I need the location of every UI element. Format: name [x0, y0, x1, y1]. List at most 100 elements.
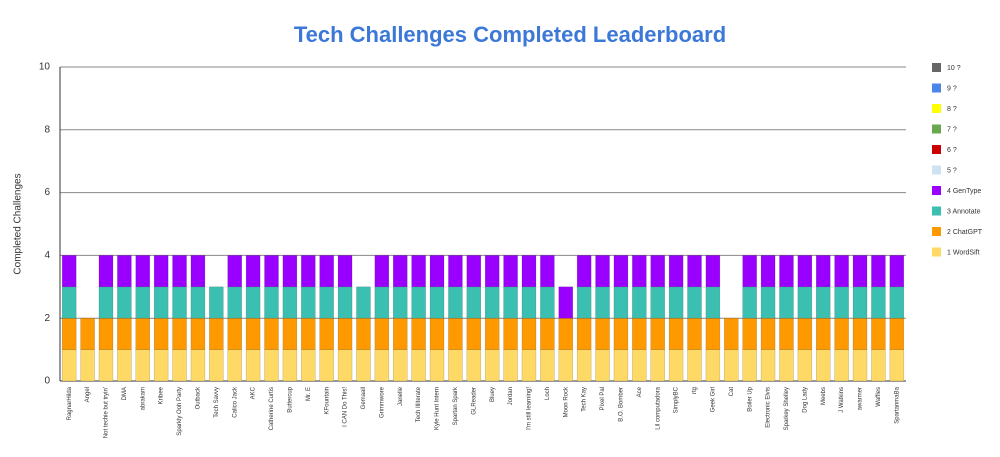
bar-segment [190, 286, 206, 319]
bar-segment [466, 349, 482, 382]
bar-segment [540, 317, 555, 350]
bar-segment [264, 317, 279, 350]
bar-segment [521, 286, 537, 319]
x-tick-label: Lil computadora [655, 386, 661, 429]
bar-segment [245, 317, 261, 350]
legend-swatch [932, 206, 941, 216]
bar-segment [172, 317, 187, 350]
x-tick-label: Spartan Spark [453, 386, 459, 425]
bar-segment [797, 349, 813, 382]
bar-segment [374, 286, 390, 319]
legend-swatch [932, 124, 941, 134]
bar-segment [245, 349, 261, 382]
chart-title: Tech Challenges Completed Leaderboard [294, 22, 726, 47]
bar-segment [687, 255, 702, 288]
y-tick-label: 4 [44, 250, 50, 261]
legend-swatch [932, 186, 941, 195]
bar-segment [190, 317, 206, 350]
bar-segment [816, 349, 831, 382]
bar-segment [540, 349, 555, 382]
bar-segment [319, 286, 334, 319]
y-tick-label: 6 [44, 187, 50, 198]
bar-segment [668, 286, 684, 319]
bar-segment [613, 317, 629, 350]
x-tick-label: Catherine Curtis [269, 387, 275, 430]
bar-segment [135, 317, 150, 350]
bar-segment [319, 349, 334, 382]
bar-segment [852, 349, 868, 382]
bar-segment [871, 349, 886, 382]
x-tick-label: Tech Illiterate [416, 386, 422, 422]
bar-segment [760, 349, 776, 382]
bar-segment [576, 255, 592, 288]
bar-segment [650, 286, 665, 319]
bar-segment [742, 286, 757, 319]
bar-segment [282, 255, 298, 288]
legend-label: 3 Annotate [947, 208, 981, 215]
x-tick-label: Electronic Elvis [766, 387, 772, 428]
x-tick-label: Gemaall [361, 387, 367, 409]
y-tick-label: 2 [44, 313, 50, 324]
bar-segment [429, 286, 445, 319]
bar-segment [61, 286, 77, 319]
x-tick-label: Jordan [508, 387, 514, 405]
bar-segment [117, 286, 132, 319]
bar-segment [816, 286, 831, 319]
bar-segment [889, 349, 905, 382]
legend-label: 2 ChatGPT [947, 229, 983, 236]
bar-segment [613, 255, 629, 288]
bar-segment [301, 317, 316, 350]
bar-segment [668, 255, 684, 288]
bar-segment [135, 349, 150, 382]
bar-segment [135, 286, 150, 319]
bar-segment [264, 349, 279, 382]
bar-segment [742, 255, 757, 288]
legend-swatch [932, 165, 941, 175]
bar-segment [411, 317, 426, 350]
bar-segment [301, 286, 316, 319]
bar-segment [871, 286, 886, 319]
bar-segment [429, 255, 445, 288]
bar-segment [356, 286, 371, 319]
bar-segment [558, 317, 573, 350]
bar-segment [521, 317, 537, 350]
bar-segment [871, 317, 886, 350]
bar-segment [576, 286, 592, 319]
bar-segment [889, 286, 905, 319]
x-tick-label: AKC [251, 386, 257, 399]
bar-segment [245, 255, 261, 288]
x-tick-label: SpartanmaBa [894, 386, 900, 423]
bar-segment [80, 317, 95, 350]
bar-segment [650, 255, 665, 288]
bar-segment [705, 317, 721, 350]
bar-segment [742, 349, 757, 382]
bar-segment [264, 286, 279, 319]
x-tick-label: Meebs [821, 387, 827, 405]
bar-segment [632, 317, 647, 350]
bar-segment [356, 317, 371, 350]
bar-segment [374, 317, 390, 350]
bar-segment [834, 317, 849, 350]
bar-segment [503, 349, 518, 382]
bar-segment [595, 286, 610, 319]
bar-segment [393, 286, 408, 319]
legend-swatch [932, 227, 941, 236]
x-tick-label: Mr. E [306, 387, 312, 401]
x-tick-label: rtg [692, 387, 698, 394]
x-tick-label: DMA [122, 387, 128, 400]
bar-segment [98, 349, 114, 382]
legend-label: 7 ? [947, 126, 957, 133]
bar-segment [484, 255, 500, 288]
x-tick-label: Grimmwore [379, 386, 385, 418]
bar-segment [484, 317, 500, 350]
bar-segment [779, 349, 794, 382]
bar-segment [135, 255, 150, 288]
bar-segment [172, 286, 187, 319]
legend-swatch [932, 83, 941, 93]
bar-segment [153, 255, 169, 288]
bar-segment [337, 286, 353, 319]
x-tick-label: SimplyBC [674, 386, 680, 413]
x-tick-label: KFountain [324, 387, 330, 414]
x-tick-label: Calico Jack [232, 386, 238, 418]
